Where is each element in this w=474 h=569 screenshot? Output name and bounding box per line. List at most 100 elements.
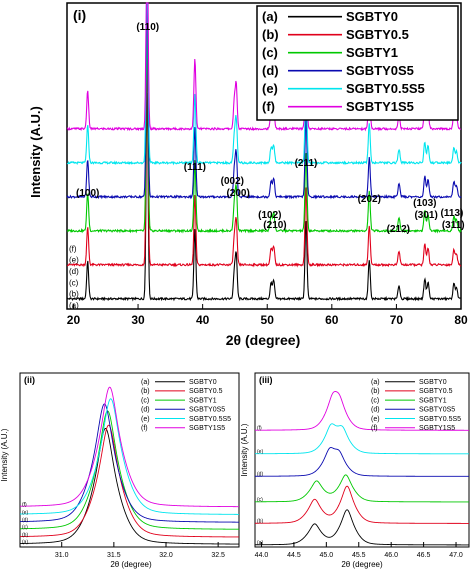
panel-i-series-sgbty0-5 bbox=[66, 58, 462, 268]
panel-ii-legend: (a) SGBTY0 (b) SGBTY0.5 (c) SGBTY1 (d) SGBTY0S5… bbox=[141, 379, 231, 432]
panel-i-legend: (a) SGBTY0 (b) SGBTY0.5 (c) SGBTY1 (d) SGBTY0S5… bbox=[256, 5, 459, 121]
panel-i-legend-box bbox=[256, 5, 459, 121]
panel-ii-legend-entry: SGBTY1S5 bbox=[189, 425, 225, 432]
panel-ii-series-marker: (d) bbox=[22, 518, 28, 524]
panel-i-series: (a) (b) (c) (d) (e) (f) bbox=[66, 2, 462, 310]
panel-i-peak-label: (113) bbox=[441, 208, 464, 219]
panel-i-series-marker: (a) bbox=[69, 301, 79, 310]
panel-ii-label: (ii) bbox=[24, 375, 35, 385]
panel-iii-x-tick-label: 45.5 bbox=[352, 552, 366, 559]
panel-iii-chart: (iii) (a) (b) (c) (d) (e) (f) 44.0 44.5 45.0 45.… bbox=[240, 372, 470, 569]
panel-i-x-tick-label: 30 bbox=[131, 313, 145, 327]
panel-i-legend-letter: (c) bbox=[262, 45, 278, 60]
panel-iii-legend-letter: (f) bbox=[371, 425, 378, 432]
panel-i-legend-letter: (e) bbox=[262, 81, 278, 96]
panel-ii-x-label: 2θ (degree) bbox=[110, 560, 152, 569]
panel-ii-series-sgbty0-5 bbox=[20, 424, 239, 538]
panel-i-legend-entry: SGBTY0S5 bbox=[346, 63, 414, 78]
panel-i-peak-label: (110) bbox=[136, 22, 159, 33]
panel-i-x-tick-label: 80 bbox=[454, 313, 468, 327]
panel-iii-legend-entry: SGBTY0.5 bbox=[419, 388, 453, 395]
panel-i-legend-entry: SGBTY0.5 bbox=[346, 27, 409, 42]
panel-iii-x-label: 2θ (degree) bbox=[341, 560, 383, 569]
panel-ii-x-tick-label: 32.5 bbox=[211, 552, 225, 559]
panel-iii-legend-entry: SGBTY0S5 bbox=[419, 407, 455, 414]
panel-iii-legend-entry: SGBTY1S5 bbox=[419, 425, 455, 432]
panel-iii-legend-entry: SGBTY0.5S5 bbox=[419, 416, 461, 423]
panel-ii-legend-letter: (f) bbox=[141, 425, 148, 432]
panel-i-label: (i) bbox=[73, 7, 86, 23]
panel-ii-legend-entry: SGBTY0 bbox=[189, 379, 217, 386]
panel-i-legend-letter: (f) bbox=[262, 99, 275, 114]
panel-i-peak-label: (100) bbox=[76, 188, 99, 199]
panel-i-peak-label: (311) bbox=[442, 220, 465, 231]
panel-i-series-sgbty1 bbox=[66, 24, 462, 234]
panel-iii-x-tick-label: 46.5 bbox=[417, 552, 431, 559]
panel-iii-frame bbox=[254, 372, 470, 548]
panel-iii-x-tick-label: 45.0 bbox=[320, 552, 334, 559]
panel-ii-series-marker: (f) bbox=[22, 502, 27, 508]
panel-iii-x-tick-label: 46.0 bbox=[384, 552, 398, 559]
panel-ii-legend-letter: (e) bbox=[141, 416, 150, 423]
panel-i-peak-label: (301) bbox=[414, 210, 437, 221]
panel-i-legend-letter: (d) bbox=[262, 63, 279, 78]
panel-i-peak-label: (002) bbox=[221, 176, 244, 187]
panel-iii-series-marker: (f) bbox=[257, 425, 262, 431]
panel-ii-series-sgbty0s5 bbox=[20, 403, 239, 523]
panel-i-x-tick-label: 60 bbox=[325, 313, 339, 327]
panel-i-peak-label: (202) bbox=[358, 194, 381, 205]
panel-i-peak-label: (210) bbox=[263, 220, 286, 231]
panel-i-peak-label: (102) bbox=[258, 210, 281, 221]
panel-iii-series-sgbty1s5 bbox=[254, 391, 469, 431]
panel-i-series-marker: (e) bbox=[69, 256, 79, 265]
panel-i-legend-letter: (a) bbox=[262, 9, 278, 24]
panel-i-legend-entry: SGBTY0 bbox=[346, 9, 398, 24]
panel-ii-legend-letter: (a) bbox=[141, 379, 150, 386]
panel-i-series-sgbty0s5 bbox=[66, 2, 462, 200]
panel-iii-series-sgbty0-5 bbox=[254, 485, 469, 524]
panel-ii-chart: (ii) (a)(b)(c)(d)(e)(f) 31.0 31.5 32.0 32.5… bbox=[0, 372, 240, 569]
panel-i-peak-label: (200) bbox=[226, 188, 249, 199]
panel-iii-series-marker: (d) bbox=[257, 471, 263, 477]
panel-i-series-sgbty0-5s5 bbox=[66, 2, 462, 166]
panel-ii-legend-entry: SGBTY0S5 bbox=[189, 407, 225, 414]
panel-iii-series-marker: (c) bbox=[257, 497, 263, 503]
panel-i-chart: (i) (a) (b) (c) (d) (e) (f) 20 30 40 50 60 70 80 (10… bbox=[28, 2, 468, 348]
panel-i-x-label: 2θ (degree) bbox=[226, 332, 300, 348]
panel-iii-series-sgbty0s5 bbox=[255, 447, 469, 477]
panel-i-x-tick-label: 70 bbox=[390, 313, 404, 327]
panel-ii-legend-letter: (d) bbox=[141, 407, 150, 414]
panel-iii-x-tick-label: 44.5 bbox=[287, 552, 301, 559]
panel-ii-series-marker: (a) bbox=[22, 539, 28, 545]
panel-iii-legend-letter: (c) bbox=[371, 397, 379, 404]
panel-ii-legend-entry: SGBTY0.5S5 bbox=[189, 416, 231, 423]
panel-ii-axes: 31.0 31.5 32.0 32.5 bbox=[55, 542, 225, 559]
panel-iii-legend-letter: (b) bbox=[371, 388, 380, 395]
panel-ii-frame bbox=[19, 372, 240, 548]
panel-i-legend-entry: SGBTY0.5S5 bbox=[346, 81, 425, 96]
panel-iii-label: (iii) bbox=[259, 375, 273, 385]
panel-i-peak-label: (212) bbox=[387, 224, 410, 235]
panel-ii-x-tick-label: 31.0 bbox=[55, 552, 69, 559]
panel-iii-series-sgbty0 bbox=[255, 509, 469, 546]
panel-i-legend-letter: (b) bbox=[262, 27, 279, 42]
panel-ii-series-sgbty1s5 bbox=[19, 386, 239, 508]
panel-iii-legend: (a) SGBTY0 (b) SGBTY0.5 (c) SGBTY1 (d) SGBTY0S5… bbox=[371, 379, 461, 432]
panel-i-peak-label: (211) bbox=[295, 158, 318, 169]
panel-iii-legend-letter: (e) bbox=[371, 416, 380, 423]
panel-i-legend-entry: SGBTY1 bbox=[346, 45, 398, 60]
panel-ii-series-marker: (b) bbox=[22, 532, 28, 538]
panel-iii-legend-letter: (a) bbox=[371, 379, 380, 386]
panel-i-axes: 20 30 40 50 60 70 80 (100) (110) (111) (002)(200) (… bbox=[67, 22, 468, 327]
panel-i-series-marker: (d) bbox=[69, 267, 79, 276]
panel-iii-legend-entry: SGBTY1 bbox=[419, 397, 447, 404]
panel-iii-y-label: Intensity (A.U.) bbox=[240, 423, 249, 476]
panel-iii-series-marker: (a) bbox=[257, 540, 263, 546]
panel-iii-series-marker: (e) bbox=[257, 449, 263, 455]
panel-i-frame bbox=[66, 2, 462, 310]
panel-i-peak-label: (103) bbox=[413, 198, 436, 209]
panel-iii-axes: 44.0 44.5 45.0 45.5 46.0 46.5 47.0 bbox=[255, 542, 463, 559]
panel-ii-series-marker: (c) bbox=[22, 525, 28, 531]
panel-ii-x-tick-label: 32.0 bbox=[159, 552, 173, 559]
